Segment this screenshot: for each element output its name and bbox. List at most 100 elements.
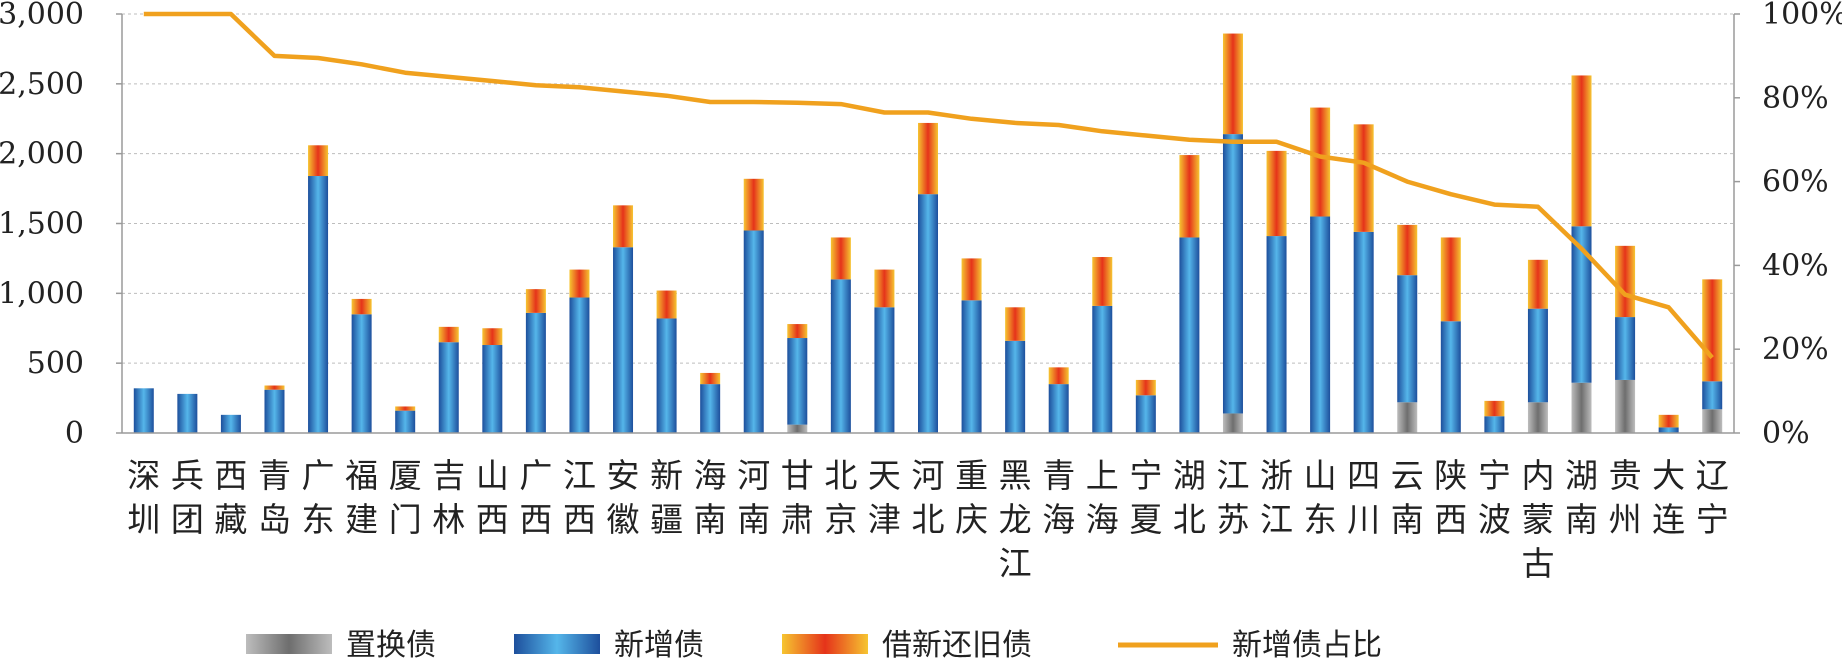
category-label: 天 bbox=[868, 456, 901, 495]
category-label: 陕 bbox=[1434, 456, 1467, 495]
bar-xinzeng bbox=[351, 314, 372, 433]
y-left-tick-label: 2,500 bbox=[0, 67, 84, 102]
bar-jiexin bbox=[1484, 400, 1505, 417]
bar-jiexin bbox=[1135, 379, 1156, 396]
bar-xinzeng bbox=[961, 300, 982, 433]
bar-xinzeng bbox=[1266, 236, 1287, 433]
bar-xinzeng bbox=[438, 342, 459, 433]
category-label: 西 bbox=[214, 456, 247, 495]
category-label: 北 bbox=[912, 500, 945, 539]
y-left-tick-label: 1,000 bbox=[0, 276, 84, 311]
bar-jiexin bbox=[787, 324, 808, 339]
category-label: 东 bbox=[302, 500, 335, 539]
ratio-line bbox=[143, 11, 1714, 360]
bar-jiexin bbox=[1527, 259, 1548, 309]
bar-xinzeng bbox=[743, 230, 764, 433]
y-right-tick-label: 60% bbox=[1762, 165, 1829, 200]
category-label: 肃 bbox=[781, 500, 814, 539]
bar-xinzeng bbox=[1440, 321, 1461, 433]
category-label: 宁 bbox=[1129, 456, 1162, 495]
bar-xinzeng bbox=[1658, 427, 1679, 433]
category-label: 新 bbox=[650, 456, 683, 495]
category-label: 岛 bbox=[258, 500, 291, 539]
category-label: 建 bbox=[345, 500, 378, 539]
bar-zhihuan bbox=[1702, 409, 1723, 433]
category-label: 重 bbox=[955, 456, 988, 495]
y-left-tick-label: 0 bbox=[65, 416, 84, 451]
category-label: 河 bbox=[912, 456, 945, 495]
category-label: 深 bbox=[127, 456, 160, 495]
category-label: 湖 bbox=[1565, 456, 1598, 495]
category-label: 江 bbox=[999, 544, 1032, 583]
bar-xinzeng bbox=[482, 345, 503, 433]
category-label: 苏 bbox=[1216, 500, 1249, 539]
category-label: 四 bbox=[1347, 456, 1380, 495]
bar-jiexin bbox=[395, 406, 416, 411]
category-label: 南 bbox=[694, 500, 727, 539]
category-label: 浙 bbox=[1260, 456, 1293, 495]
bar-jiexin bbox=[1702, 279, 1723, 382]
bar-xinzeng bbox=[1310, 216, 1331, 433]
bar-xinzeng bbox=[133, 388, 154, 433]
category-label: 贵 bbox=[1609, 456, 1642, 495]
bar-xinzeng bbox=[1353, 231, 1374, 433]
category-label: 西 bbox=[519, 500, 552, 539]
legend-swatch bbox=[514, 634, 600, 654]
bar-jiexin bbox=[525, 289, 546, 313]
bar-jiexin bbox=[438, 326, 459, 343]
category-label: 南 bbox=[1565, 500, 1598, 539]
category-label: 徽 bbox=[607, 500, 640, 539]
category-label: 团 bbox=[171, 500, 204, 539]
bar-jiexin bbox=[351, 298, 372, 315]
category-label: 山 bbox=[476, 456, 509, 495]
category-label: 甘 bbox=[781, 456, 814, 495]
bar-xinzeng bbox=[1484, 416, 1505, 433]
legend-label: 置换债 bbox=[346, 628, 436, 661]
category-label: 上 bbox=[1086, 456, 1119, 495]
bar-jiexin bbox=[569, 269, 590, 298]
y-right-tick-label: 100% bbox=[1762, 0, 1842, 32]
bars bbox=[133, 33, 1723, 433]
bar-jiexin bbox=[264, 385, 285, 390]
bar-zhihuan bbox=[787, 424, 808, 433]
category-label: 江 bbox=[1216, 456, 1249, 495]
bar-zhihuan bbox=[1222, 413, 1243, 433]
category-label: 圳 bbox=[127, 500, 160, 539]
bar-jiexin bbox=[961, 258, 982, 301]
bar-xinzeng bbox=[1135, 395, 1156, 433]
category-label: 青 bbox=[1042, 456, 1075, 495]
category-label: 广 bbox=[519, 456, 552, 495]
category-label: 安 bbox=[607, 456, 640, 495]
legend-label: 新增债占比 bbox=[1232, 628, 1382, 661]
category-label: 南 bbox=[1391, 500, 1424, 539]
bar-jiexin bbox=[308, 145, 329, 177]
y-left-tick-label: 1,500 bbox=[0, 207, 84, 242]
category-label: 江 bbox=[563, 456, 596, 495]
category-label: 西 bbox=[1434, 500, 1467, 539]
category-label: 川 bbox=[1347, 500, 1380, 539]
legend-label: 借新还旧债 bbox=[882, 628, 1032, 661]
category-label: 龙 bbox=[999, 500, 1032, 539]
bar-xinzeng bbox=[1571, 226, 1592, 383]
category-label: 河 bbox=[737, 456, 770, 495]
category-label: 宁 bbox=[1478, 456, 1511, 495]
category-label: 北 bbox=[824, 456, 857, 495]
category-label: 辽 bbox=[1696, 456, 1729, 495]
bar-xinzeng bbox=[918, 194, 938, 433]
bar-zhihuan bbox=[1571, 382, 1592, 433]
category-label: 福 bbox=[345, 456, 378, 495]
bar-jiexin bbox=[1310, 107, 1331, 217]
bar-xinzeng bbox=[874, 307, 895, 433]
category-label: 湖 bbox=[1173, 456, 1206, 495]
bar-xinzeng bbox=[395, 410, 416, 433]
category-label: 夏 bbox=[1129, 500, 1162, 539]
bar-xinzeng bbox=[264, 389, 285, 433]
category-label: 津 bbox=[868, 500, 901, 539]
bar-jiexin bbox=[1005, 307, 1026, 341]
bar-jiexin bbox=[700, 372, 721, 385]
bar-xinzeng bbox=[656, 318, 677, 433]
bar-xinzeng bbox=[308, 176, 329, 433]
category-label: 吉 bbox=[432, 456, 465, 495]
legend-swatch bbox=[782, 634, 868, 654]
bar-xinzeng bbox=[787, 338, 808, 425]
